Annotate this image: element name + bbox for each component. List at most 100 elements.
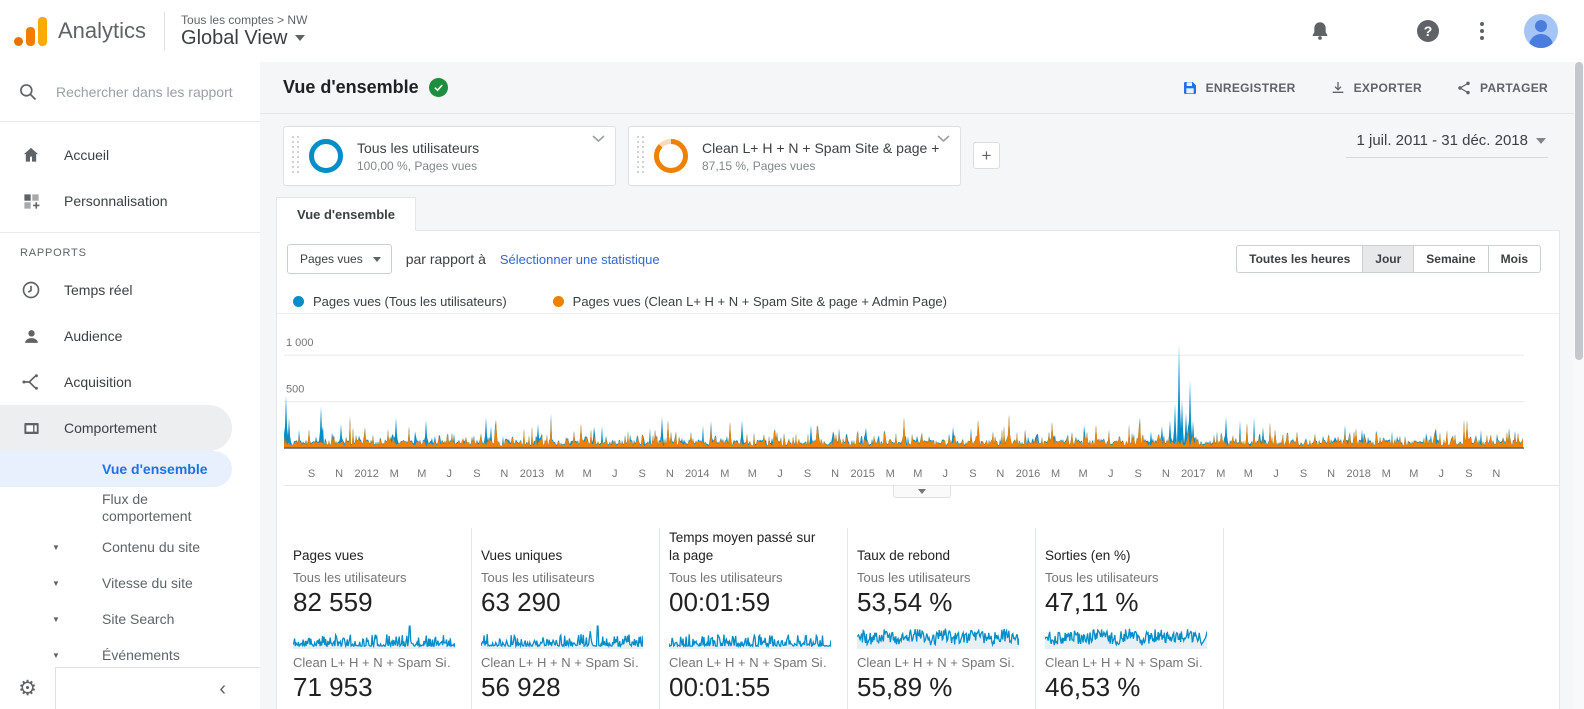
search-icon (20, 83, 37, 100)
expand-arrow-icon: ▼ (52, 650, 60, 660)
segment-detail: 100,00 %, Pages vues (357, 158, 478, 173)
apps-grid-icon[interactable] (1362, 19, 1386, 43)
select-statistic-link[interactable]: Sélectionner une statistique (499, 251, 660, 267)
behavior-icon (20, 419, 42, 438)
metric-value-all-users: 00:01:59 (669, 587, 771, 617)
granularity-jour[interactable]: Jour (1363, 245, 1415, 273)
account-selector[interactable]: Global View (181, 27, 307, 50)
legend-dot-icon (552, 296, 564, 307)
x-axis-tick: N (665, 468, 674, 480)
granularity-semaine[interactable]: Semaine (1414, 245, 1489, 273)
legend-dot-icon (293, 296, 304, 307)
x-axis-tick: M (555, 468, 565, 480)
timeseries-chart[interactable]: 500 1 000 (284, 318, 1524, 466)
x-axis-tick: N (335, 468, 344, 480)
segment-name: Tous les utilisateurs (357, 139, 480, 156)
x-axis-tick: S (1134, 468, 1142, 480)
metric-value-all-users: 47,11 % (1045, 587, 1139, 617)
person-icon (20, 327, 42, 346)
tab-overview[interactable]: Vue d'ensemble (276, 197, 416, 231)
collapse-sidebar-icon[interactable]: ‹ (219, 677, 226, 700)
x-axis-tick: 2014 (685, 468, 710, 480)
expand-arrow-icon: ▼ (52, 614, 60, 624)
metric-segment-label: Tous les utilisateurs (669, 570, 783, 585)
metric-value-all-users: 82 559 (293, 587, 373, 617)
search-input[interactable] (56, 83, 236, 100)
sidebar-item-acquisition[interactable]: Acquisition (0, 359, 260, 405)
x-axis-tick: M (720, 468, 730, 480)
x-axis-tick: J (942, 468, 949, 480)
x-axis-tick: J (1273, 468, 1279, 480)
chevron-down-icon (1536, 137, 1546, 144)
scrollbar-thumb[interactable] (1575, 62, 1583, 360)
date-range-picker[interactable]: 1 juil. 2011 - 31 déc. 2018 (1346, 126, 1548, 158)
chevron-down-icon (372, 256, 381, 262)
granularity-mois[interactable]: Mois (1488, 245, 1541, 273)
x-axis-tick: M (1381, 468, 1391, 480)
metric-segment-label: Tous les utilisateurs (481, 570, 595, 585)
share-icon (1458, 81, 1470, 94)
sidebar-item-behavior-flow[interactable]: Flux de comportement (102, 491, 192, 524)
metric-segment-label: Clean L+ H + N + Spam Si… (481, 655, 639, 670)
x-axis-tick: S (1465, 468, 1473, 480)
vertical-scrollbar[interactable] (1574, 62, 1584, 709)
x-axis-tick: 2012 (354, 468, 379, 480)
segment-card-clean[interactable]: Clean L+ H + N + Spam Site & page + … 87… (628, 126, 961, 186)
sidebar-item-customization[interactable]: Personnalisation (0, 178, 260, 224)
segment-detail: 87,15 %, Pages vues (702, 158, 816, 173)
breadcrumb: Tous les comptes > NW (181, 12, 308, 27)
x-axis-tick: M (1409, 468, 1419, 480)
metric-card-4: Taux de rebond Tous les utilisateurs 53,54… (848, 528, 1036, 709)
sparkline-chart (857, 627, 1019, 649)
metric-select-dropdown[interactable]: Pages vues (287, 244, 392, 274)
chevron-down-icon (917, 489, 926, 494)
segment-donut-chart (654, 139, 688, 173)
sidebar-item-site-search[interactable]: ▼ Site Search (52, 611, 175, 627)
chevron-down-icon[interactable] (937, 135, 950, 143)
settings-gear-icon[interactable]: ⚙ (18, 676, 37, 700)
analytics-logo-icon[interactable] (14, 16, 48, 46)
account-name: Global View (181, 26, 288, 49)
x-axis-tick: N (831, 468, 840, 480)
download-icon (1332, 81, 1343, 93)
sidebar-item-audience[interactable]: Audience (0, 313, 260, 359)
x-axis-tick: M (1243, 468, 1253, 480)
granularity-toggle-group: Toutes les heures Jour Semaine Mois (1236, 245, 1541, 273)
metric-title: Vues uniques (481, 548, 563, 563)
x-axis-tick: S (473, 468, 481, 480)
annotations-pulltab[interactable] (892, 486, 951, 498)
sidebar-item-overview[interactable]: Vue d'ensemble (0, 451, 232, 487)
x-axis-tick: N (1327, 468, 1336, 480)
chart-legend: Pages vues (Tous les utilisateurs) Pages … (277, 280, 1559, 314)
export-button[interactable]: EXPORTER (1330, 80, 1422, 96)
sidebar-item-events[interactable]: ▼ Événements (52, 647, 180, 663)
sidebar-item-site-speed[interactable]: ▼ Vitesse du site (52, 575, 193, 591)
x-axis-tick: M (389, 468, 399, 480)
drag-handle-icon[interactable] (637, 136, 644, 176)
granularity-toutes-les-heures[interactable]: Toutes les heures (1236, 245, 1364, 273)
metric-segment-label: Clean L+ H + N + Spam Si… (1045, 655, 1203, 670)
top-header: Analytics Tous les comptes > NW Global V… (0, 0, 1584, 62)
x-axis-tick: N (500, 468, 509, 480)
user-avatar[interactable] (1524, 14, 1558, 48)
sidebar-item-home[interactable]: Accueil (0, 132, 260, 178)
segment-card-all-users[interactable]: Tous les utilisateurs 100,00 %, Pages vu… (283, 126, 616, 186)
sidebar-item-site-content[interactable]: ▼ Contenu du site (52, 539, 201, 555)
x-axis-tick: M (885, 468, 895, 480)
add-segment-button[interactable]: + (973, 142, 1000, 169)
help-icon[interactable]: ? (1416, 19, 1440, 43)
sidebar-item-realtime[interactable]: Temps réel (0, 267, 260, 313)
drag-handle-icon[interactable] (292, 136, 299, 176)
metric-value-segment: 55,89 % (857, 672, 953, 702)
chevron-down-icon (295, 35, 306, 41)
chevron-down-icon[interactable] (592, 135, 605, 143)
sparkline-chart (669, 633, 831, 649)
more-options-icon[interactable] (1470, 19, 1494, 43)
notifications-bell-icon[interactable] (1308, 19, 1332, 43)
sidebar-item-behavior[interactable]: Comportement (0, 405, 232, 451)
segment-donut-chart (309, 139, 343, 173)
save-button[interactable]: ENREGISTRER (1182, 80, 1296, 96)
share-button[interactable]: PARTAGER (1456, 80, 1548, 96)
metric-card-2: Vues uniques Tous les utilisateurs 63 290 C… (472, 528, 660, 709)
svg-text:1 000: 1 000 (286, 337, 314, 349)
